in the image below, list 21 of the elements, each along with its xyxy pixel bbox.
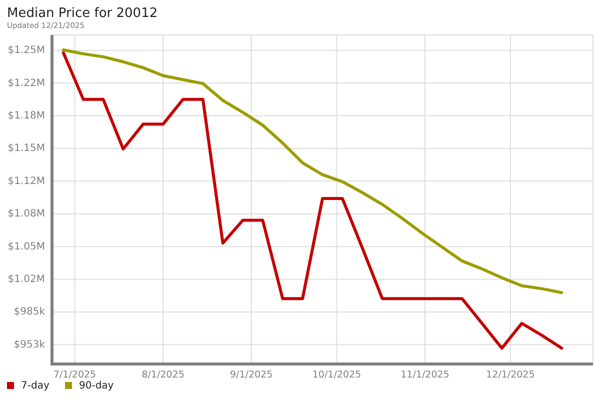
y-tick-label: $1.25M xyxy=(8,45,45,56)
chart-title: Median Price for 20012 xyxy=(7,6,158,21)
y-tick-label: $1.12M xyxy=(8,176,45,187)
y-tick-label: $953k xyxy=(14,339,46,350)
y-tick-label: $1.02M xyxy=(8,274,45,286)
x-tick-label: 12/1/2025 xyxy=(486,370,535,381)
y-tick-label: $1.22M xyxy=(8,78,45,89)
legend-label: 7-day xyxy=(21,380,50,392)
y-tick-label: $1.05M xyxy=(8,241,45,252)
x-tick-label: 11/1/2025 xyxy=(400,370,450,381)
x-tick-label: 10/1/2025 xyxy=(312,370,362,381)
line-series xyxy=(62,51,564,350)
y-tick-label: $1.15M xyxy=(8,143,45,154)
y-tick-label: $985k xyxy=(14,306,46,318)
y-tick-label: $1.08M xyxy=(8,208,45,220)
x-tick-label: 8/1/2025 xyxy=(142,370,184,381)
legend-label: 90-day xyxy=(79,380,114,392)
y-tick-label: $1.18M xyxy=(8,110,45,122)
x-tick-label: 7/1/2025 xyxy=(53,370,96,381)
line-series xyxy=(62,48,564,294)
x-tick-label: 9/1/2025 xyxy=(230,370,273,381)
